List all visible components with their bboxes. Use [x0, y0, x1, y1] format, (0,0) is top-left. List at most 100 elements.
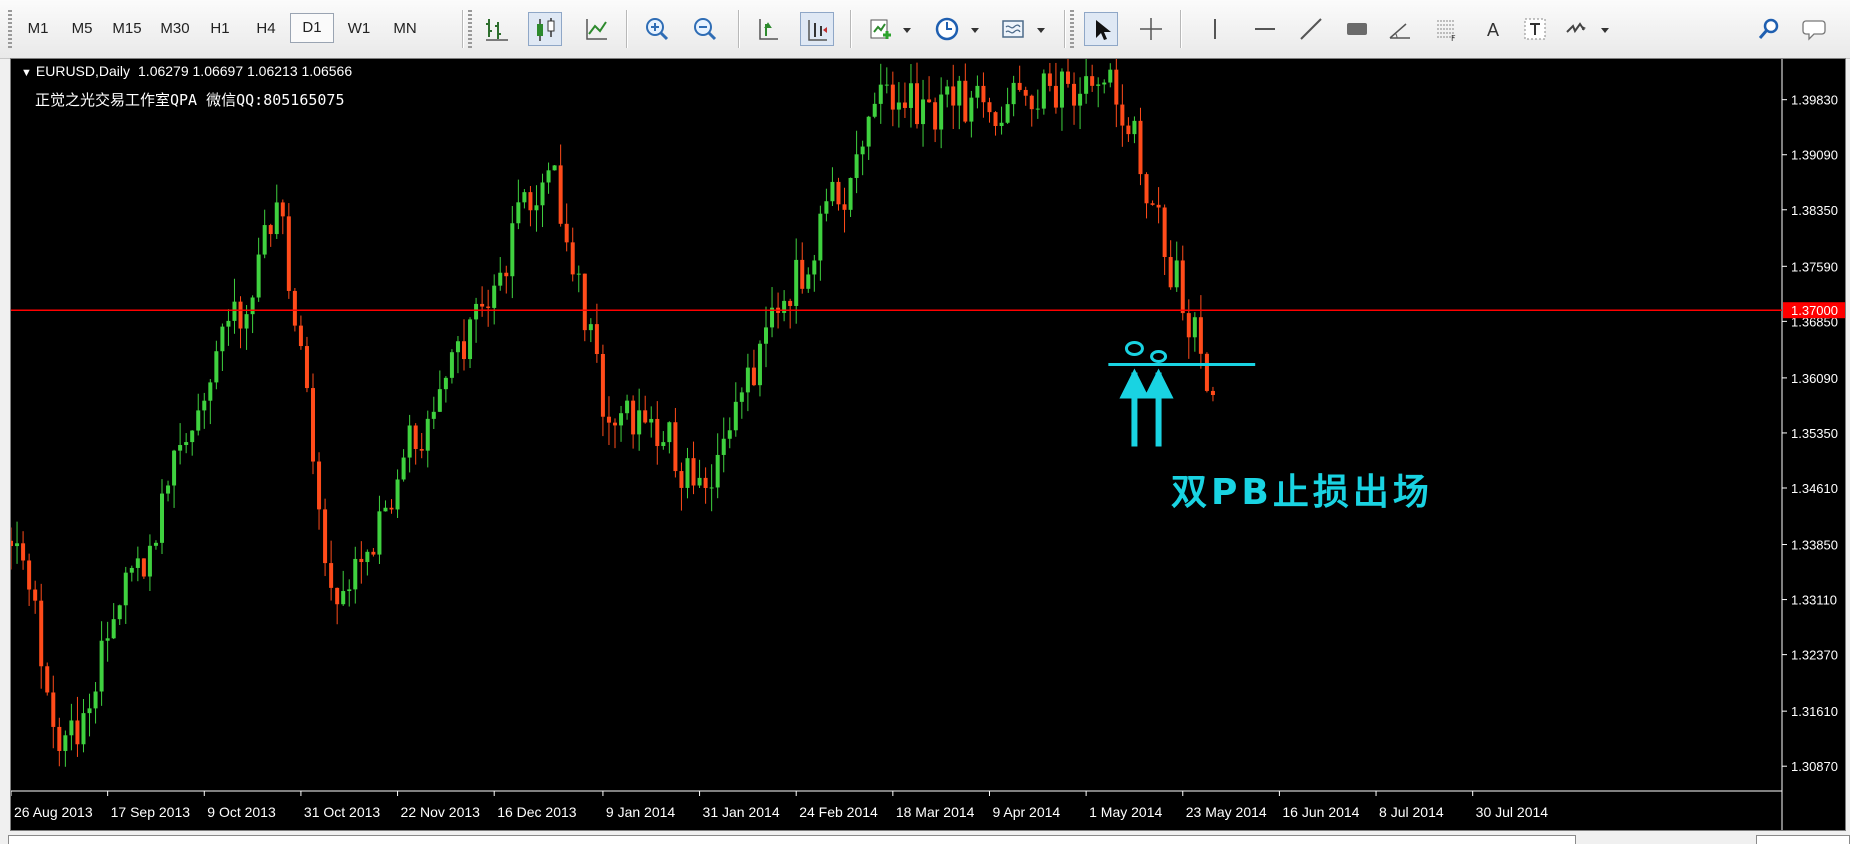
x-tick-label: 18 Mar 2014	[896, 804, 975, 820]
chat-icon[interactable]	[1798, 12, 1832, 46]
tab-scroll-area[interactable]	[1756, 835, 1850, 844]
templates-dropdown-icon[interactable]	[1032, 12, 1046, 46]
candle-body	[480, 303, 485, 307]
y-tick-label: 1.33110	[1791, 593, 1837, 608]
candle-body	[860, 146, 865, 155]
candle-body	[896, 102, 901, 110]
candle-body	[1120, 104, 1125, 126]
chart-shift-icon[interactable]	[800, 12, 834, 46]
x-tick-label: 31 Jan 2014	[703, 804, 780, 820]
annotation-arrow-head	[1143, 368, 1174, 399]
horizontal-line-icon[interactable]	[1248, 12, 1282, 46]
annotation-arrow-head	[1119, 368, 1150, 399]
candle-body	[606, 416, 611, 423]
timeframe-m15-button[interactable]: M15	[112, 20, 142, 37]
candle-body	[594, 324, 599, 354]
candle-body	[1102, 82, 1107, 85]
toolbar-grip[interactable]	[468, 10, 472, 48]
timeframe-m1-button[interactable]: M1	[27, 20, 49, 37]
candle-body	[1090, 76, 1095, 86]
vertical-line-icon[interactable]	[1198, 12, 1232, 46]
text-tool-letter: A	[1487, 20, 1499, 40]
ohlc-values: 1.06279 1.06697 1.06213 1.06566	[138, 63, 353, 79]
candle-body	[1029, 95, 1034, 110]
arrows-dropdown-icon[interactable]	[1596, 12, 1610, 46]
period-dropdown-icon[interactable]	[966, 12, 980, 46]
y-tick-label: 1.34610	[1791, 481, 1838, 496]
clock-icon[interactable]	[930, 12, 964, 46]
line-chart-icon[interactable]	[580, 12, 614, 46]
timeframe-d1-button[interactable]: D1	[290, 13, 334, 43]
candle-body	[643, 410, 648, 423]
bar-chart-icon[interactable]	[480, 12, 514, 46]
candle-body	[81, 713, 86, 745]
indicator-dropdown-icon[interactable]	[898, 12, 912, 46]
auto-scroll-icon[interactable]	[752, 12, 786, 46]
templates-icon[interactable]	[996, 12, 1030, 46]
candle-body	[969, 97, 974, 122]
candle-body	[673, 422, 678, 472]
candle-body	[87, 708, 92, 714]
bottom-tab-strip	[0, 831, 1850, 844]
candle-body	[63, 735, 68, 751]
candle-body	[419, 449, 424, 451]
candle-body	[884, 84, 889, 86]
candle-body	[993, 112, 998, 126]
cursor-icon[interactable]	[1084, 12, 1118, 46]
candle-body	[1186, 313, 1191, 338]
fibonacci-icon[interactable]: F	[1430, 12, 1464, 46]
timeframe-h1-button[interactable]: H1	[210, 20, 230, 37]
candle-body	[413, 425, 418, 450]
angle-line-icon[interactable]	[1384, 12, 1418, 46]
rectangle-icon[interactable]	[1340, 12, 1374, 46]
zoom-in-icon[interactable]	[640, 12, 674, 46]
toolbar-grip[interactable]	[1070, 10, 1074, 48]
text-tool-icon[interactable]: A	[1476, 12, 1510, 46]
toolbar-grip[interactable]	[8, 10, 12, 48]
timeframe-mn-button[interactable]: MN	[393, 20, 417, 37]
candle-body	[1168, 257, 1173, 288]
search-icon[interactable]	[1752, 12, 1786, 46]
arrows-icon[interactable]	[1560, 12, 1594, 46]
candle-body	[921, 99, 926, 125]
timeframe-h4-button[interactable]: H4	[256, 20, 276, 37]
candle-body	[872, 103, 877, 117]
new-indicator-icon[interactable]	[864, 12, 898, 46]
timeframe-w1-button[interactable]: W1	[347, 20, 371, 37]
timeframe-m30-button[interactable]: M30	[160, 20, 190, 37]
candle-body	[395, 479, 400, 510]
candle-body	[244, 314, 249, 329]
trendline-icon[interactable]	[1294, 12, 1328, 46]
candle-body	[661, 442, 666, 447]
x-tick-label: 16 Dec 2013	[497, 804, 577, 820]
candle-body	[733, 401, 738, 431]
candle-body	[528, 192, 533, 211]
x-tick-label: 9 Oct 2013	[207, 804, 276, 820]
timeframe-m5-button[interactable]: M5	[71, 20, 93, 37]
candle-body	[335, 587, 340, 605]
candle-body	[33, 589, 38, 601]
candlestick-icon[interactable]	[528, 12, 562, 46]
x-tick-label: 9 Apr 2014	[992, 804, 1060, 820]
candle-body	[649, 418, 654, 423]
candle-body	[274, 202, 279, 235]
crosshair-icon[interactable]	[1134, 12, 1168, 46]
candle-body	[220, 326, 225, 352]
zoom-out-icon[interactable]	[688, 12, 722, 46]
chart-tab-bar[interactable]	[8, 835, 1576, 844]
price-chart[interactable]: 1.398301.390901.383501.375901.368501.360…	[11, 59, 1845, 830]
level-price-box	[1783, 302, 1845, 319]
svg-text:F: F	[1451, 34, 1456, 42]
chart-window[interactable]: 1.39830 1.39090 1.38350 1.37590 1.36850 1.360…	[10, 58, 1846, 831]
collapse-triangle-icon[interactable]: ▼	[21, 67, 32, 79]
y-tick-label: 1.32370	[1791, 648, 1838, 663]
candle-body	[1084, 76, 1089, 94]
candle-body	[842, 204, 847, 210]
candle-body	[697, 477, 702, 486]
candle-body	[214, 351, 219, 383]
candle-body	[1035, 108, 1040, 110]
candle-body	[721, 438, 726, 455]
candle-body	[945, 86, 950, 95]
text-label-icon[interactable]	[1518, 12, 1552, 46]
candle-body	[250, 297, 255, 315]
